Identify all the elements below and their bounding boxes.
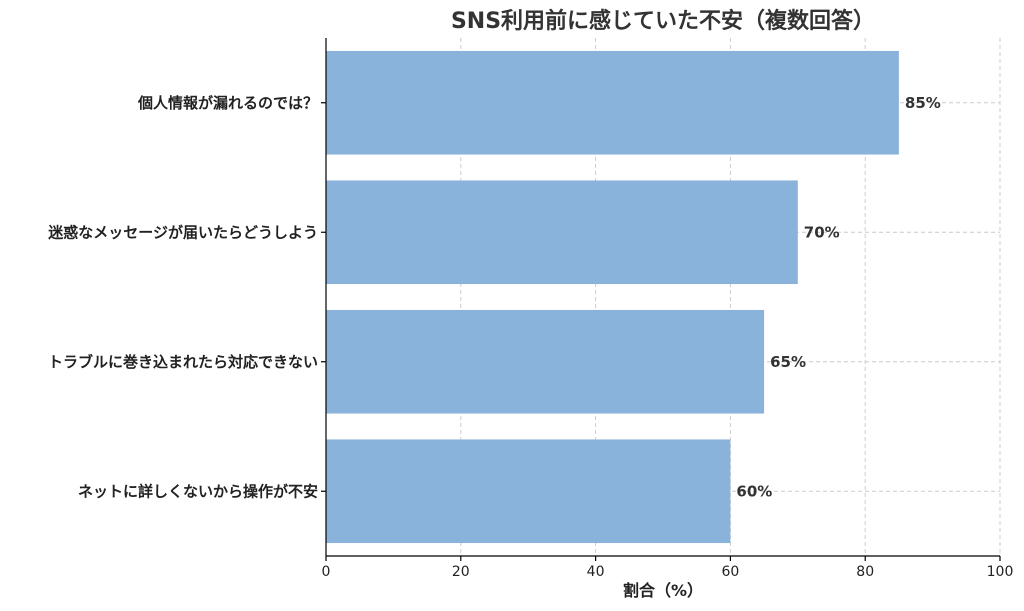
data-labels: 85% 70% 65% 60% [736, 94, 940, 501]
x-tick-label: 20 [452, 564, 470, 580]
x-axis-label: 割合（%） [623, 581, 703, 600]
bar [326, 439, 731, 544]
data-label: 70% [804, 223, 840, 241]
x-tick-label: 100 [987, 564, 1014, 580]
bars [326, 50, 899, 544]
category-label: 迷惑なメッセージが届いたらどうしよう [47, 223, 318, 241]
category-label: ネットに詳しくないから操作が不安 [78, 482, 318, 500]
chart-title: SNS利用前に感じていた不安（複数回答） [451, 8, 875, 34]
category-label: トラブルに巻き込まれたら対応できない [48, 353, 318, 371]
bar [326, 309, 765, 414]
data-label: 60% [736, 482, 772, 500]
category-label: 個人情報が漏れるのでは？ [137, 94, 318, 112]
axes: 0 20 40 60 80 100 [321, 38, 1013, 580]
x-tick-label: 80 [856, 564, 874, 580]
bar [326, 50, 899, 155]
data-label: 65% [770, 353, 806, 371]
bar [326, 180, 798, 285]
x-tick-label: 40 [587, 564, 605, 580]
data-label: 85% [905, 94, 941, 112]
category-labels: 個人情報が漏れるのでは？ 迷惑なメッセージが届いたらどうしようトラブルに巻き込まれ… [47, 94, 318, 501]
x-tick-label: 60 [721, 564, 739, 580]
x-tick-label: 0 [322, 564, 331, 580]
